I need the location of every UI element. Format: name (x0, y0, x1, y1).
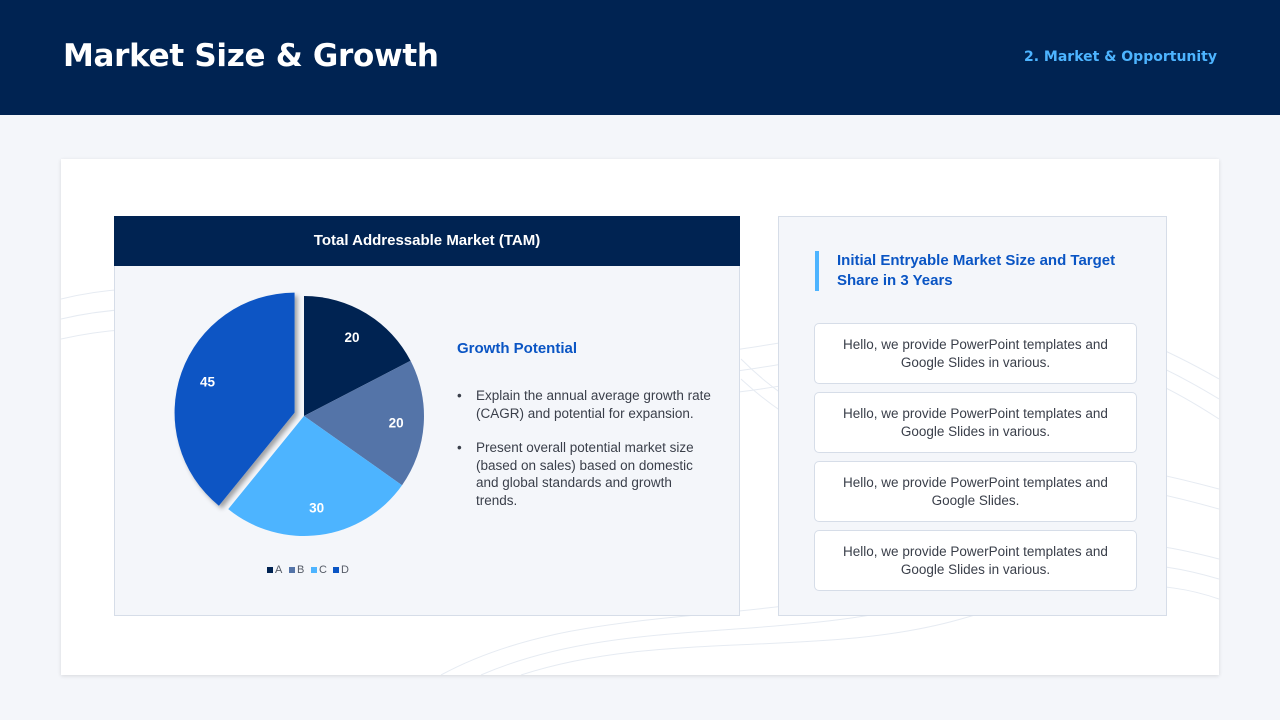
header-bar: Market Size & Growth 2. Market & Opportu… (0, 0, 1280, 115)
section-label: 2. Market & Opportunity (1023, 49, 1217, 65)
pie-slice-d (174, 292, 295, 506)
content-card: Total Addressable Market (TAM) 20 20 30 45 A… (61, 159, 1219, 675)
growth-bullet-1: Explain the annual average growth rate (… (457, 387, 713, 422)
tam-title: Total Addressable Market (TAM) (114, 216, 740, 266)
pie-slice-a (304, 296, 411, 416)
pie-label-c: 30 (309, 501, 324, 516)
pie-slice-c (228, 416, 403, 536)
legend-label-d: D (341, 564, 349, 576)
entry-item-4: Hello, we provide PowerPoint templates a… (814, 530, 1137, 591)
entry-item-2: Hello, we provide PowerPoint templates a… (814, 392, 1137, 453)
legend-label-a: A (275, 564, 283, 576)
legend-swatch-a (267, 567, 273, 573)
entry-market-title: Initial Entryable Market Size and Target… (815, 251, 1135, 291)
growth-potential-title: Growth Potential (457, 340, 577, 357)
growth-bullet-2: Present overall potential market size (b… (457, 439, 713, 509)
legend-swatch-c (311, 567, 317, 573)
tam-panel: Total Addressable Market (TAM) 20 20 30 45 A… (114, 216, 740, 616)
legend-label-c: C (319, 564, 327, 576)
growth-bullet-list: Explain the annual average growth rate (… (457, 387, 713, 526)
entry-item-3: Hello, we provide PowerPoint templates a… (814, 461, 1137, 522)
pie-label-d: 45 (200, 375, 216, 390)
pie-legend: A B C D (267, 564, 349, 576)
legend-swatch-d (333, 567, 339, 573)
entry-market-panel: Initial Entryable Market Size and Target… (778, 216, 1167, 616)
page-title: Market Size & Growth (63, 38, 439, 74)
pie-label-a: 20 (344, 330, 359, 345)
pie-label-b: 20 (389, 415, 404, 430)
legend-swatch-b (289, 567, 295, 573)
legend-label-b: B (297, 564, 304, 576)
entry-item-list: Hello, we provide PowerPoint templates a… (814, 323, 1137, 599)
entry-item-1: Hello, we provide PowerPoint templates a… (814, 323, 1137, 384)
tam-pie-chart: 20 20 30 45 A B C D (174, 292, 425, 576)
pie-slice-b (304, 360, 425, 486)
